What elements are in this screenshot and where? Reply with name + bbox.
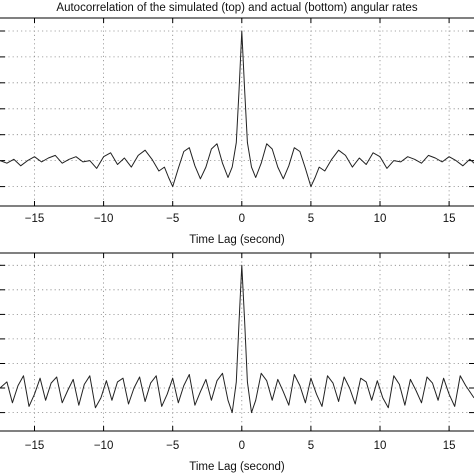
bottom-x-tick-label: −10 [94, 440, 114, 452]
top-x-tick-label: −10 [94, 213, 114, 225]
bottom-x-tick-label: 0 [239, 440, 245, 452]
top-x-tick-label: 15 [443, 213, 456, 225]
bottom-autocorrelation-line [0, 264, 474, 414]
figure-title: Autocorrelation of the simulated (top) a… [56, 2, 417, 14]
top-x-tick-label: −15 [25, 213, 45, 225]
bottom-x-tick-label: −15 [25, 440, 45, 452]
top-x-tick-label: 0 [239, 213, 245, 225]
bottom-x-tick-label: 5 [308, 440, 314, 452]
bottom-panel: −15 −10 −5 0 5 10 15 [0, 252, 474, 452]
bottom-x-tick-label: 15 [443, 440, 456, 452]
top-x-tick-label: −5 [166, 213, 179, 225]
bottom-x-tick-label: 10 [374, 440, 387, 452]
top-x-axis-label: Time Lag (second) [189, 234, 285, 246]
bottom-x-axis-label: Time Lag (second) [189, 461, 285, 473]
top-autocorrelation-line [0, 30, 474, 188]
top-panel: −15 −10 −5 0 5 10 15 [0, 17, 474, 225]
top-x-tick-label: 10 [374, 213, 387, 225]
top-x-tick-label: 5 [308, 213, 314, 225]
bottom-x-tick-label: −5 [166, 440, 179, 452]
